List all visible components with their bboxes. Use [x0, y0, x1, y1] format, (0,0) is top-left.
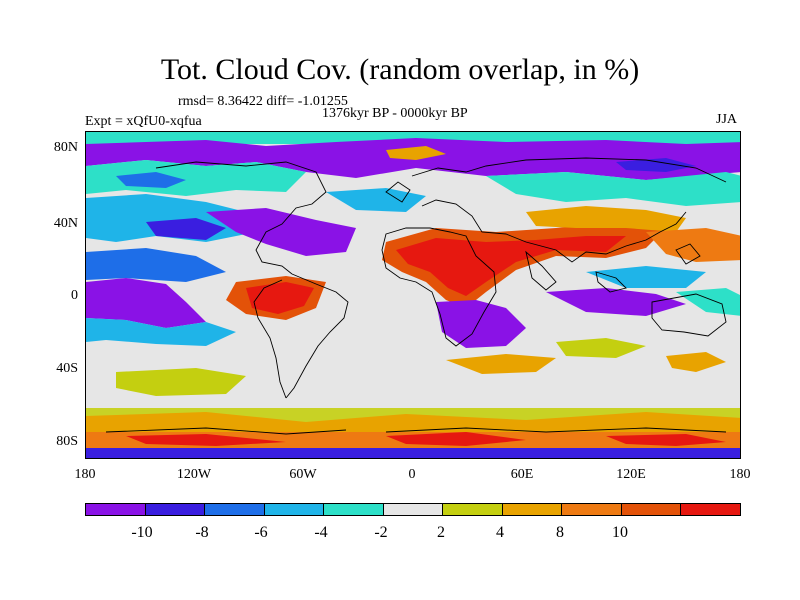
colorbar-swatch	[86, 504, 146, 515]
colorbar-swatch	[443, 504, 503, 515]
x-tick-label: 120E	[616, 467, 646, 482]
experiment-label: Expt = xQfU0-xqfua	[85, 114, 202, 129]
colorbar-label: 8	[556, 524, 564, 541]
x-tick-label: 60E	[510, 467, 534, 482]
colorbar-label: -10	[131, 524, 153, 541]
y-tick-label: 40N	[53, 216, 78, 231]
y-tick-label: 40S	[56, 361, 78, 376]
map-field	[86, 132, 740, 458]
colorbar	[85, 503, 741, 516]
colorbar-swatch	[324, 504, 384, 515]
colorbar-label: 10	[612, 524, 628, 541]
stats-label: rmsd= 8.36422 diff= -1.01255	[178, 94, 348, 109]
x-tick-label: 120W	[176, 467, 212, 482]
colorbar-swatch	[621, 504, 682, 515]
season-label: JJA	[716, 112, 738, 127]
anomaly-map	[85, 131, 741, 459]
colorbar-swatch	[145, 504, 206, 515]
y-tick-label: 0	[71, 288, 78, 303]
colorbar-swatch	[264, 504, 325, 515]
period-label: 1376kyr BP - 0000kyr BP	[322, 106, 468, 121]
y-tick-label: 80N	[53, 140, 78, 155]
plot-title: Tot. Cloud Cov. (random overlap, in %)	[160, 53, 640, 86]
colorbar-swatch	[681, 504, 741, 515]
colorbar-label: -4	[314, 524, 328, 541]
colorbar-label: 2	[437, 524, 445, 541]
x-tick-label: 60W	[289, 467, 317, 482]
y-tick-label: 80S	[56, 434, 78, 449]
colorbar-swatch	[205, 504, 265, 515]
x-tick-label: 0	[408, 467, 416, 482]
colorbar-label: 4	[496, 524, 504, 541]
colorbar-swatch	[383, 504, 444, 515]
x-tick-label: 180	[729, 467, 751, 482]
colorbar-label: -6	[254, 524, 268, 541]
x-tick-label: 180	[74, 467, 96, 482]
colorbar-label: -8	[195, 524, 209, 541]
colorbar-swatch	[502, 504, 563, 515]
colorbar-swatch	[562, 504, 622, 515]
colorbar-label: -2	[374, 524, 388, 541]
